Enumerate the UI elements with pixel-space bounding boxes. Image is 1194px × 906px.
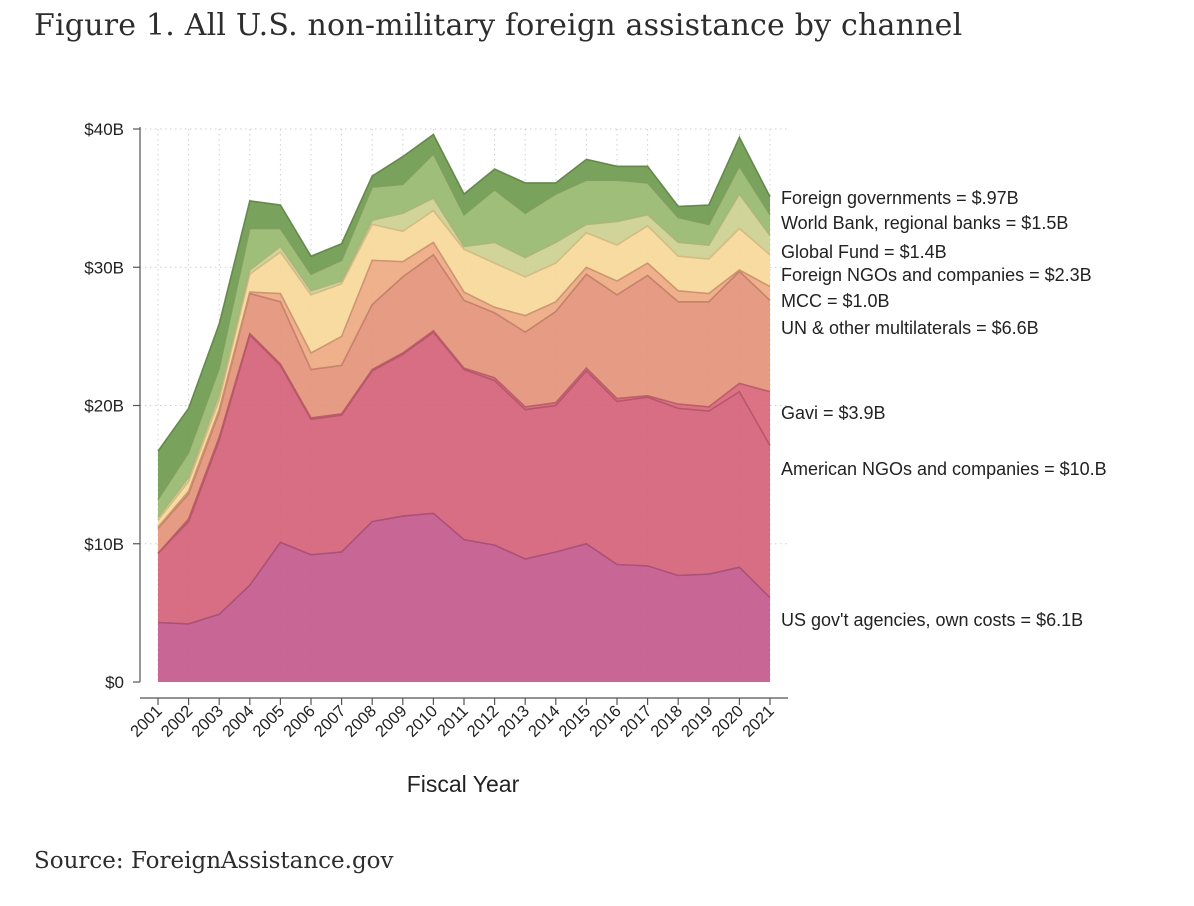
x-tick-label: 2012 [464, 702, 503, 741]
x-tick-label: 2008 [341, 702, 380, 741]
y-tick-label: $0 [105, 673, 124, 692]
x-tick-label: 2009 [372, 702, 411, 741]
line-global-fund [157, 192, 771, 518]
area-un-other-multilaterals [158, 254, 770, 554]
series-label: Gavi = $3.9B [781, 403, 886, 423]
x-tick-label: 2010 [403, 702, 442, 741]
series-label: American NGOs and companies = $10.B [781, 459, 1107, 479]
area-foreign-governments [158, 134, 770, 500]
series-label: UN & other multilaterals = $6.6B [781, 318, 1039, 338]
x-tick-label: 2006 [280, 702, 319, 741]
x-tick-label: 2007 [311, 702, 350, 741]
series-label: US gov't agencies, own costs = $6.1B [781, 610, 1083, 630]
y-tick-label: $30B [84, 258, 124, 277]
line-foreign-ngos-and-companies [157, 209, 771, 521]
line-mcc [157, 241, 771, 528]
series-label: MCC = $1.0B [781, 291, 890, 311]
line-foreign-governments [157, 133, 771, 452]
line-un-other-multilaterals [157, 253, 771, 530]
x-tick-label: 2004 [219, 702, 258, 741]
x-tick-label: 2021 [739, 702, 778, 741]
source-note: Source: ForeignAssistance.gov [34, 848, 394, 874]
x-tick-label: 2002 [158, 702, 197, 741]
line-world-bank-regional-banks [157, 152, 771, 500]
y-tick-label: $40B [84, 120, 124, 139]
x-tick-label: 2019 [678, 702, 717, 741]
x-axis-label: Fiscal Year [407, 771, 520, 797]
x-tick-label: 2014 [525, 702, 564, 741]
y-axis-ticks: $0 $10B $20B $30B $40B [84, 120, 140, 692]
x-tick-label: 2016 [586, 702, 625, 741]
series-label: Global Fund = $1.4B [781, 242, 947, 262]
x-tick-label: 2017 [617, 702, 656, 741]
x-tick-label: 2011 [434, 702, 472, 740]
series-label: World Bank, regional banks = $1.5B [781, 213, 1068, 233]
x-tick-label: 2020 [709, 702, 748, 741]
series-labels: Foreign governments = $.97B World Bank, r… [781, 188, 1107, 630]
x-tick-label: 2003 [188, 702, 227, 741]
x-tick-label: 2015 [556, 702, 595, 741]
y-tick-label: $20B [84, 397, 124, 416]
x-tick-label: 2005 [250, 702, 289, 741]
x-tick-label: 2013 [494, 702, 533, 741]
area-american-ngos-and-companies [158, 332, 770, 624]
chart-title: Figure 1. All U.S. non-military foreign … [34, 8, 963, 43]
series-lines [157, 133, 771, 625]
series-label: Foreign governments = $.97B [781, 188, 1019, 208]
x-tick-label: 2018 [647, 702, 686, 741]
line-american-ngos-and-companies [157, 331, 771, 554]
line-gavi [157, 329, 771, 554]
x-tick-label: 2001 [127, 702, 166, 741]
x-axis-ticks: 2001200220032004200520062007200820092010… [127, 698, 778, 741]
y-tick-label: $10B [84, 535, 124, 554]
series-label: Foreign NGOs and companies = $2.3B [781, 265, 1092, 285]
area-world-bank-regional-banks [158, 153, 770, 518]
area-foreign-ngos-and-companies [158, 210, 770, 528]
line-us-gov-t-agencies-own-costs [157, 512, 771, 625]
